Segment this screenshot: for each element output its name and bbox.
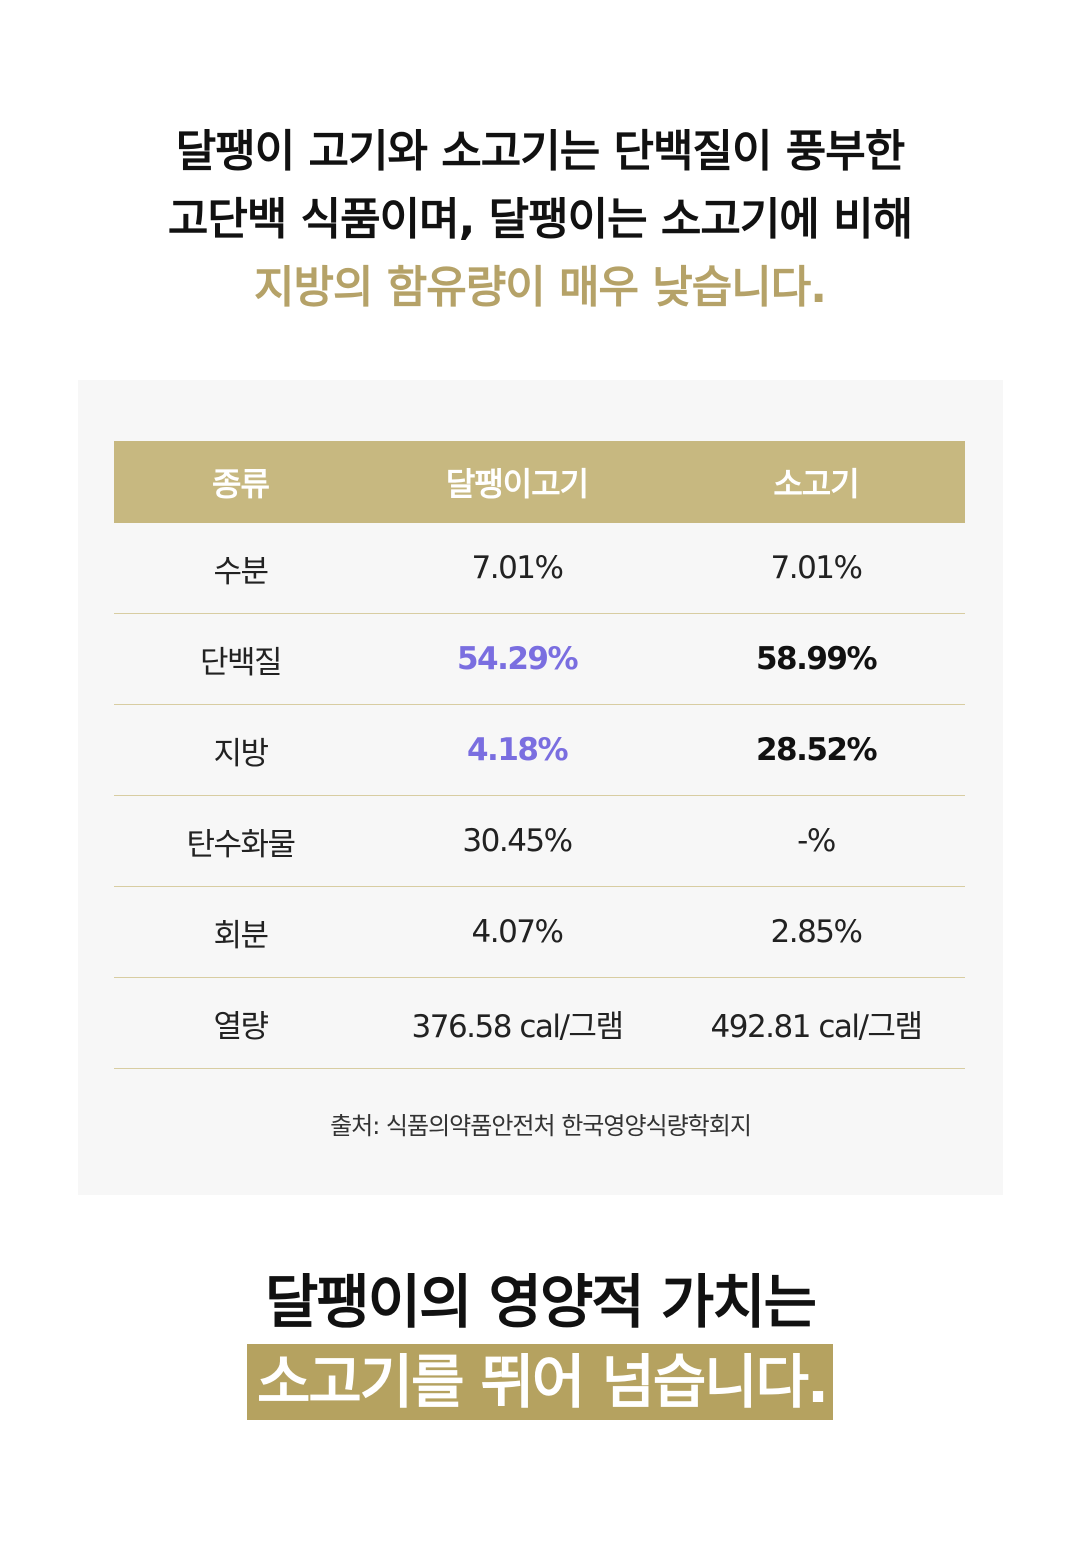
beef-value: 492.81 cal/그램 — [667, 977, 965, 1069]
snail-value: 376.58 cal/그램 — [367, 977, 667, 1069]
outro-line-1: 달팽이의 영양적 가치는 — [265, 1268, 817, 1336]
table-row-protein: 단백질 54.29% 58.99% — [114, 613, 965, 705]
table-row-fat: 지방 4.18% 28.52% — [114, 704, 965, 796]
beef-value: 7.01% — [667, 523, 965, 614]
intro-heading: 달팽이 고기와 소고기는 단백질이 풍부한 고단백 식품이며, 달팽이는 소고기… — [0, 118, 1080, 322]
table-row-ash: 회분 4.07% 2.85% — [114, 886, 965, 978]
row-label: 수분 — [114, 523, 367, 614]
row-label: 회분 — [114, 886, 367, 978]
row-label: 탄수화물 — [114, 795, 367, 887]
source-note: 출처: 식품의약품안전처 한국영양식량학회지 — [330, 1112, 752, 1140]
table-row-carbohydrate: 탄수화물 30.45% -% — [114, 795, 965, 887]
row-label: 단백질 — [114, 613, 367, 705]
outro-line-2-highlight: 소고기를 뛰어 넘습니다. — [246, 1344, 834, 1420]
row-label: 열량 — [114, 977, 367, 1069]
beef-value: 58.99% — [667, 613, 965, 705]
nutrition-table: 종류 달팽이고기 소고기 수분 7.01% 7.01% 단백질 54.29% 5… — [114, 441, 965, 1069]
beef-value: 2.85% — [667, 886, 965, 978]
row-label: 지방 — [114, 704, 367, 796]
snail-value: 4.07% — [367, 886, 667, 978]
table-header-row: 종류 달팽이고기 소고기 — [114, 441, 965, 523]
header-snail-meat: 달팽이고기 — [367, 441, 667, 523]
intro-line-1: 달팽이 고기와 소고기는 단백질이 풍부한 — [175, 126, 905, 177]
intro-line-3-accent: 지방의 함유량이 매우 낮습니다. — [254, 262, 827, 313]
header-type: 종류 — [114, 441, 367, 523]
snail-value: 30.45% — [367, 795, 667, 887]
table-row-moisture: 수분 7.01% 7.01% — [114, 523, 965, 614]
nutrition-panel: 종류 달팽이고기 소고기 수분 7.01% 7.01% 단백질 54.29% 5… — [78, 380, 1003, 1195]
header-beef: 소고기 — [667, 441, 965, 523]
snail-value: 54.29% — [367, 613, 667, 705]
outro-heading: 달팽이의 영양적 가치는 소고기를 뛰어 넘습니다. — [0, 1262, 1080, 1420]
snail-value: 7.01% — [367, 523, 667, 614]
beef-value: 28.52% — [667, 704, 965, 796]
intro-line-2: 고단백 식품이며, 달팽이는 소고기에 비해 — [167, 194, 913, 245]
beef-value: -% — [667, 795, 965, 887]
snail-value: 4.18% — [367, 704, 667, 796]
table-row-calories: 열량 376.58 cal/그램 492.81 cal/그램 — [114, 977, 965, 1069]
